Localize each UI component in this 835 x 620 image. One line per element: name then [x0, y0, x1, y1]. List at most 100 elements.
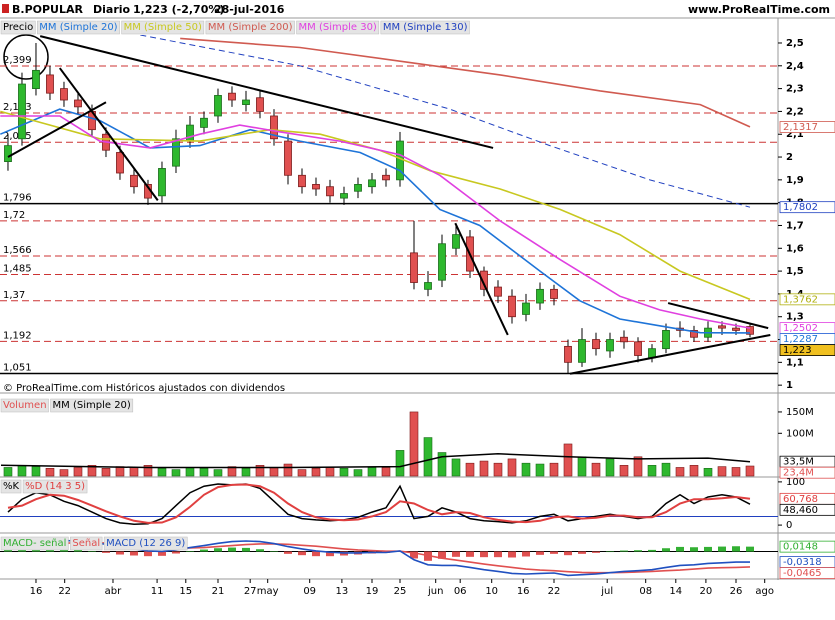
trend-line: [58, 67, 159, 201]
legend-bg: [0, 536, 69, 551]
value-badge-label: -0,0318: [783, 557, 822, 568]
period: Diario: [93, 3, 131, 16]
legend-label: %D (14 3 5): [25, 481, 85, 492]
candle-body: [368, 179, 376, 188]
legend-label: MACD (12 26 9): [106, 538, 185, 549]
x-tick-label: 10: [485, 586, 498, 597]
trend-line: [454, 222, 509, 336]
level-label: 1,192: [3, 330, 32, 341]
volume-bar: [101, 468, 111, 477]
volume-bar: [521, 462, 531, 477]
histogram-bar: [73, 549, 82, 552]
x-tick-label: 25: [394, 586, 407, 597]
x-tick-label: 16: [517, 586, 530, 597]
candle-body: [74, 99, 82, 108]
y-tick-label: 2,4: [786, 61, 804, 72]
candle-body: [228, 92, 236, 101]
candle-body: [312, 184, 320, 190]
candle-body: [550, 288, 558, 299]
candle-body: [382, 174, 390, 181]
candle-body: [200, 117, 208, 128]
value-badge-label: 23,4M: [783, 468, 814, 479]
volume-bar: [45, 468, 55, 477]
y-tick-label: 2,3: [786, 84, 804, 95]
moving-average: [180, 37, 751, 128]
candle-body: [620, 336, 628, 343]
candle-body: [662, 330, 670, 350]
x-tick-label: 15: [179, 586, 192, 597]
volume-bar: [549, 462, 559, 477]
histogram-bar: [199, 549, 208, 552]
histogram-bar: [717, 546, 726, 552]
volume-bar: [339, 468, 349, 477]
volume-bar: [535, 463, 545, 477]
candle-body: [508, 295, 516, 318]
value-badge-label: 1,7802: [783, 202, 818, 213]
legend-label: MACD- señal: [3, 538, 66, 549]
histogram-bar: [297, 551, 306, 556]
histogram-bar: [661, 548, 670, 552]
volume-bar: [171, 469, 181, 477]
candle-body: [438, 243, 446, 281]
symbol-icon: [2, 4, 9, 13]
volume-bar: [409, 411, 419, 477]
legend-label: Señal: [72, 538, 100, 549]
volume-bar: [255, 465, 265, 477]
histogram-bar: [479, 551, 488, 558]
level-label: 2,193: [3, 102, 32, 113]
x-tick-label: 22: [548, 586, 561, 597]
y-tick-label: 100M: [786, 428, 814, 439]
histogram-bar: [143, 551, 152, 557]
candle-body: [746, 326, 754, 335]
candle-body: [564, 345, 572, 363]
candle-body: [354, 184, 362, 192]
volume-bar: [283, 463, 293, 477]
moving-average: [0, 115, 751, 329]
candle-body: [270, 115, 278, 140]
legend-bg: [0, 20, 36, 35]
volume-bar: [157, 468, 167, 477]
volume-bar: [353, 469, 363, 477]
legend-bg: [103, 536, 188, 551]
volume-bar: [115, 466, 125, 477]
candle-body: [284, 140, 292, 176]
candle-body: [690, 330, 698, 338]
level-label: 1,485: [3, 264, 32, 275]
volume-bar: [745, 465, 755, 477]
x-tick-label: 27: [244, 586, 257, 597]
volume-bar: [577, 456, 587, 477]
volume-bar: [507, 458, 517, 477]
candle-body: [256, 97, 264, 112]
volume-bar: [689, 465, 699, 477]
candle-body: [340, 193, 348, 199]
histogram-bar: [171, 551, 180, 554]
x-tick-label: 20: [700, 586, 713, 597]
histogram-bar: [647, 549, 656, 552]
histogram-bar: [563, 551, 572, 556]
volume-bar: [633, 456, 643, 477]
oscillator-line: [7, 483, 751, 524]
y-tick-label: 150M: [786, 407, 814, 418]
histogram-bar: [157, 551, 166, 556]
volume-bar: [661, 462, 671, 477]
candle-body: [494, 286, 502, 297]
y-tick-label: 2,5: [786, 38, 804, 49]
candle-body: [186, 124, 194, 142]
y-tick-label: 1,7: [786, 220, 804, 231]
histogram-bar: [283, 551, 292, 554]
candle-body: [536, 288, 544, 304]
volume-bar: [87, 465, 97, 477]
level-label: 1,566: [3, 245, 32, 256]
histogram-bar: [493, 551, 502, 558]
y-tick-label: 1,5: [786, 266, 804, 277]
histogram-bar: [605, 551, 614, 553]
candle-body: [214, 95, 222, 117]
moving-average: [0, 110, 751, 301]
trend-line: [667, 302, 769, 330]
symbol: B.POPULAR: [12, 3, 83, 16]
trend-line: [7, 101, 107, 158]
moving-average: [0, 108, 751, 334]
x-tick-label: 08: [639, 586, 652, 597]
histogram-bar: [115, 551, 124, 555]
